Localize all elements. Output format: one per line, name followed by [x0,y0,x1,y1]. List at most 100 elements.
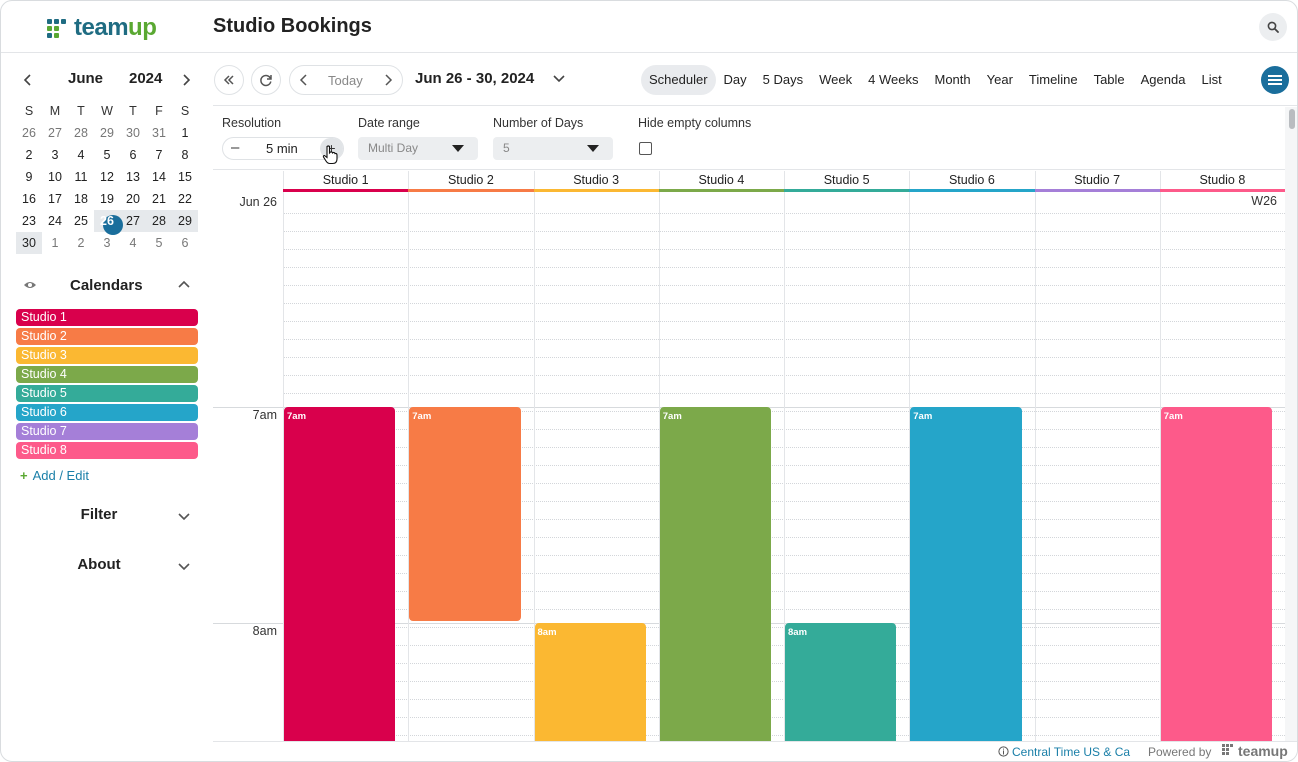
mini-calendar-day[interactable]: 9 [16,166,42,188]
add-edit-calendars-link[interactable]: + Add / Edit [20,468,89,483]
mini-calendar-day[interactable]: 3 [42,144,68,166]
mini-calendar-day[interactable]: 8 [172,144,198,166]
mini-calendar-day[interactable]: 15 [172,166,198,188]
mini-calendar-day[interactable]: 19 [94,188,120,210]
calendars-header[interactable]: Calendars [15,276,199,296]
mini-calendar-day[interactable]: 28 [146,210,172,232]
mini-calendar-day[interactable]: 30 [120,122,146,144]
mini-calendar-day[interactable]: 29 [94,122,120,144]
mini-calendar-day[interactable]: 3 [94,232,120,254]
column-header-studio-4[interactable]: Studio 4 [658,171,784,192]
mini-calendar-day[interactable]: 26 [16,122,42,144]
view-list[interactable]: List [1201,72,1222,87]
view-month[interactable]: Month [934,72,971,87]
resolution-value[interactable]: 5 min [266,141,298,156]
mini-calendar-day[interactable]: 28 [68,122,94,144]
calendar-item-studio-6[interactable]: Studio 6 [16,404,198,421]
refresh-button[interactable] [251,65,281,95]
event-block[interactable]: 7am [659,407,771,741]
calendar-item-studio-7[interactable]: Studio 7 [16,423,198,440]
mini-calendar-day[interactable]: 6 [172,232,198,254]
date-range-title[interactable]: Jun 26 - 30, 2024 [415,70,535,87]
calendar-item-studio-4[interactable]: Studio 4 [16,366,198,383]
mini-calendar-day[interactable]: 1 [172,122,198,144]
chevron-down-icon[interactable] [552,73,566,85]
column-header-studio-8[interactable]: Studio 8 [1159,171,1285,192]
timezone-link[interactable]: Central Time US & Ca [998,745,1130,759]
calendar-item-studio-8[interactable]: Studio 8 [16,442,198,459]
search-button[interactable] [1259,13,1287,41]
mini-calendar-day[interactable]: 21 [146,188,172,210]
event-block[interactable]: 7am [284,407,396,741]
resolution-decrease-button[interactable]: – [231,139,240,156]
mini-calendar-day[interactable]: 6 [120,144,146,166]
event-block[interactable]: 8am [785,623,897,741]
mini-calendar-day[interactable]: 12 [94,166,120,188]
view-timeline[interactable]: Timeline [1028,72,1078,87]
mini-calendar-day[interactable]: 2 [16,144,42,166]
next-range-button[interactable] [383,72,393,88]
collapse-sidebar-button[interactable] [214,65,244,95]
mini-calendar-day[interactable]: 2 [68,232,94,254]
mini-calendar-day[interactable]: 4 [68,144,94,166]
view-agenda[interactable]: Agenda [1140,72,1186,87]
column-header-studio-7[interactable]: Studio 7 [1034,171,1160,192]
calendar-item-studio-3[interactable]: Studio 3 [16,347,198,364]
mini-calendar-day[interactable]: 22 [172,188,198,210]
mini-calendar-day[interactable]: 13 [120,166,146,188]
footer-brand[interactable]: teamup [1238,743,1288,759]
view-4-weeks[interactable]: 4 Weeks [868,72,919,87]
mini-calendar-day[interactable]: 25 [68,210,94,232]
mini-calendar-day[interactable]: 20 [120,188,146,210]
chevron-up-icon[interactable] [177,278,191,292]
teamup-logo[interactable]: teamup [47,14,157,42]
mini-calendar-day[interactable]: 16 [16,188,42,210]
mini-calendar-day[interactable]: 10 [42,166,68,188]
hide-empty-columns-checkbox[interactable] [639,142,652,155]
calendar-item-studio-1[interactable]: Studio 1 [16,309,198,326]
view-week[interactable]: Week [819,72,853,87]
mini-calendar-year[interactable]: 2024 [129,70,163,87]
mini-calendar-day[interactable]: 18 [68,188,94,210]
mini-calendar-day[interactable]: 27 [42,122,68,144]
mini-calendar-day[interactable]: 5 [94,144,120,166]
prev-month-button[interactable] [23,72,33,88]
today-button[interactable]: Today [328,73,363,88]
mini-calendar-day[interactable]: 11 [68,166,94,188]
mini-calendar-day[interactable]: 5 [146,232,172,254]
column-header-studio-3[interactable]: Studio 3 [533,171,659,192]
calendar-item-studio-5[interactable]: Studio 5 [16,385,198,402]
event-block[interactable]: 7am [910,407,1022,741]
column-header-studio-2[interactable]: Studio 2 [408,171,534,192]
view-day[interactable]: Day [723,72,747,87]
event-block[interactable]: 7am [1160,407,1272,741]
scrollbar-thumb[interactable] [1289,109,1295,129]
view-5-days[interactable]: 5 Days [762,72,804,87]
main-menu-button[interactable] [1261,66,1289,94]
mini-calendar-day[interactable]: 29 [172,210,198,232]
mini-calendar-day[interactable]: 7 [146,144,172,166]
mini-calendar-day[interactable]: 31 [146,122,172,144]
mini-calendar-day[interactable]: 4 [120,232,146,254]
mini-calendar-day[interactable]: 1 [42,232,68,254]
mini-calendar-day[interactable]: 14 [146,166,172,188]
mini-calendar-day[interactable]: 30 [16,232,42,254]
mini-calendar-day[interactable]: 27 [120,210,146,232]
mini-calendar-today[interactable]: 26 [94,210,120,232]
mini-calendar-day[interactable]: 24 [42,210,68,232]
calendar-item-studio-2[interactable]: Studio 2 [16,328,198,345]
column-header-studio-5[interactable]: Studio 5 [784,171,910,192]
number-of-days-select[interactable]: 5 [493,137,613,160]
column-header-studio-6[interactable]: Studio 6 [909,171,1035,192]
prev-range-button[interactable] [299,72,309,88]
about-section[interactable]: About [15,556,199,576]
vertical-scrollbar[interactable] [1285,107,1297,741]
date-range-select[interactable]: Multi Day [358,137,478,160]
next-month-button[interactable] [181,72,191,88]
event-block[interactable]: 7am [409,407,521,621]
eye-icon[interactable] [23,280,37,290]
view-table[interactable]: Table [1093,72,1125,87]
mini-calendar-day[interactable]: 17 [42,188,68,210]
view-year[interactable]: Year [986,72,1013,87]
mini-calendar-day[interactable]: 23 [16,210,42,232]
